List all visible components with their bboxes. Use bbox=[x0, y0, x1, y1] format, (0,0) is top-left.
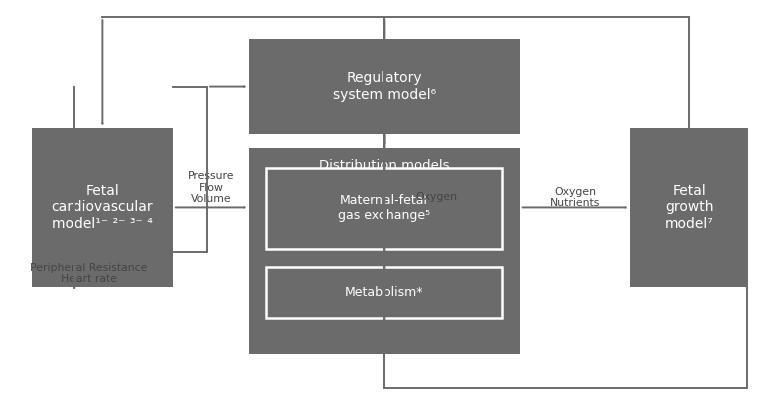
Bar bbox=[630, 128, 748, 286]
Bar bbox=[266, 267, 502, 318]
Bar bbox=[266, 168, 502, 249]
Text: Fetal
cardiovascular
model¹⁻ ²⁻ ³⁻ ⁴: Fetal cardiovascular model¹⁻ ²⁻ ³⁻ ⁴ bbox=[51, 184, 153, 231]
Bar bbox=[32, 128, 173, 286]
Text: Maternal-fetal
gas exchange⁵: Maternal-fetal gas exchange⁵ bbox=[338, 194, 430, 222]
Bar bbox=[249, 148, 519, 354]
Text: Regulatory
system model⁶: Regulatory system model⁶ bbox=[333, 71, 436, 102]
Text: Metabolism*: Metabolism* bbox=[345, 286, 423, 299]
Text: Distribution models: Distribution models bbox=[319, 159, 450, 172]
Text: Pressure
Flow
Volume: Pressure Flow Volume bbox=[187, 171, 234, 204]
Text: Fetal
growth
model⁷: Fetal growth model⁷ bbox=[665, 184, 714, 231]
Text: Peripheral Resistance
Heart rate: Peripheral Resistance Heart rate bbox=[31, 263, 148, 284]
Bar bbox=[249, 39, 519, 134]
Text: Oxygen: Oxygen bbox=[415, 192, 457, 201]
Text: Oxygen
Nutrients: Oxygen Nutrients bbox=[550, 187, 601, 208]
